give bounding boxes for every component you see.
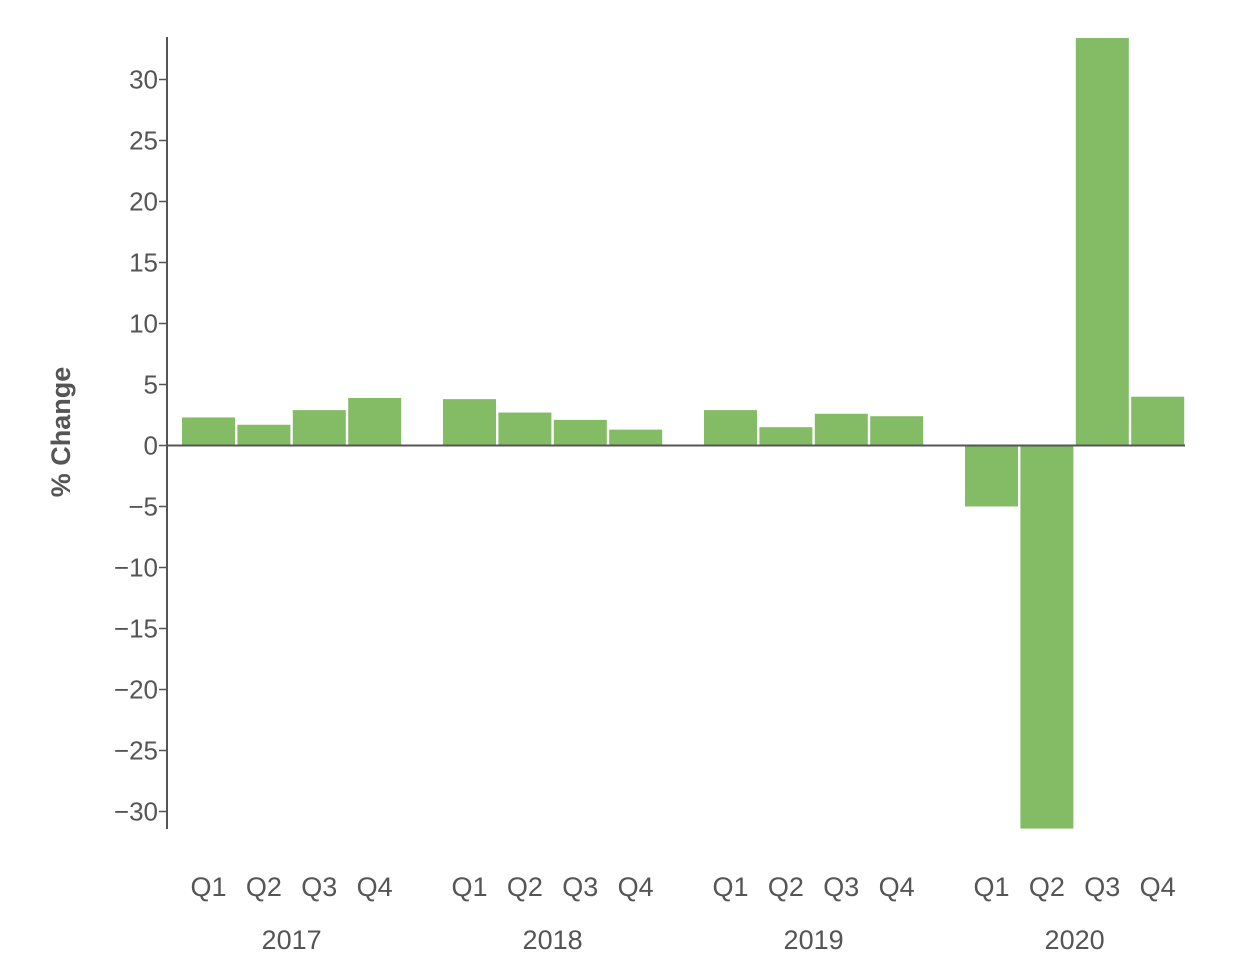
x-tick-label-2018-q3: Q3 bbox=[562, 872, 598, 902]
x-tick-label-2018-q4: Q4 bbox=[618, 872, 654, 902]
axes-layer bbox=[159, 37, 1185, 829]
bar-2019-q1 bbox=[704, 410, 757, 446]
x-tick-label-2018-q1: Q1 bbox=[451, 872, 487, 902]
y-tick-label--20: −20 bbox=[114, 675, 158, 705]
bar-2017-q4 bbox=[348, 397, 402, 446]
y-tick-label--30: −30 bbox=[114, 797, 158, 827]
x-tick-label-2020-q3: Q3 bbox=[1084, 872, 1120, 902]
y-tick-label-20: 20 bbox=[129, 187, 158, 217]
y-tick-label-25: 25 bbox=[129, 126, 158, 156]
group-label-2019: 2019 bbox=[784, 925, 844, 955]
y-tick-label-30: 30 bbox=[129, 65, 158, 95]
bar-2019-q2 bbox=[759, 427, 813, 446]
bar-2017-q1 bbox=[182, 417, 235, 446]
bar-2020-q3 bbox=[1075, 38, 1129, 446]
x-tick-label-2017-q4: Q4 bbox=[357, 872, 393, 902]
bar-2019-q3 bbox=[814, 413, 868, 446]
x-tick-label-2017-q2: Q2 bbox=[246, 872, 282, 902]
x-tick-label-2017-q3: Q3 bbox=[301, 872, 337, 902]
x-tick-label-2019-q4: Q4 bbox=[879, 872, 915, 902]
y-tick-label-5: 5 bbox=[144, 370, 158, 400]
group-label-2017: 2017 bbox=[262, 925, 322, 955]
y-tick-label--25: −25 bbox=[114, 736, 158, 766]
group-label-2020: 2020 bbox=[1045, 925, 1105, 955]
y-tick-label-15: 15 bbox=[129, 248, 158, 278]
x-tick-label-2017-q1: Q1 bbox=[190, 872, 226, 902]
x-tick-label-2020-q4: Q4 bbox=[1140, 872, 1176, 902]
labels-layer: Q1 Q2 Q3 Q4 2017 Q1 Q2 Q3 Q4 2018 Q1 Q2 Q3 Q4 2019 Q1 Q2… bbox=[114, 65, 1176, 956]
x-tick-label-2019-q3: Q3 bbox=[823, 872, 859, 902]
y-tick-label-10: 10 bbox=[129, 309, 158, 339]
bar-2018-q4 bbox=[609, 429, 663, 446]
y-tick-label-0: 0 bbox=[144, 431, 158, 461]
y-axis-label: % Change bbox=[46, 367, 76, 498]
y-tick-label--15: −15 bbox=[114, 614, 158, 644]
x-tick-label-2018-q2: Q2 bbox=[507, 872, 543, 902]
group-label-2018: 2018 bbox=[523, 925, 583, 955]
bar-2020-q2 bbox=[1020, 445, 1074, 829]
bar-2020-q4 bbox=[1131, 396, 1185, 446]
x-tick-label-2020-q1: Q1 bbox=[973, 872, 1009, 902]
bar-2019-q4 bbox=[870, 416, 924, 446]
bars-layer bbox=[182, 38, 1185, 829]
x-tick-label-2019-q1: Q1 bbox=[712, 872, 748, 902]
x-tick-label-2020-q2: Q2 bbox=[1029, 872, 1065, 902]
x-tick-label-2019-q2: Q2 bbox=[768, 872, 804, 902]
bar-2017-q3 bbox=[292, 410, 346, 446]
bar-2017-q2 bbox=[237, 424, 291, 446]
bar-2020-q1 bbox=[965, 445, 1018, 507]
y-tick-label--5: −5 bbox=[128, 492, 158, 522]
y-tick-label--10: −10 bbox=[114, 553, 158, 583]
bar-2018-q1 bbox=[443, 399, 496, 446]
bar-2018-q2 bbox=[498, 412, 552, 446]
bar-2018-q3 bbox=[553, 419, 607, 446]
